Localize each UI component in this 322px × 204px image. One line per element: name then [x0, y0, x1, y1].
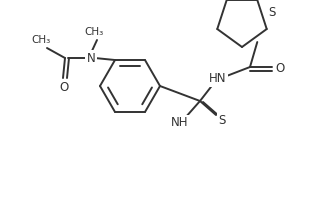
- Text: S: S: [218, 114, 226, 128]
- Text: HN: HN: [209, 72, 227, 85]
- Text: CH₃: CH₃: [84, 27, 104, 37]
- Text: O: O: [59, 81, 69, 93]
- Text: CH₃: CH₃: [31, 35, 51, 45]
- Text: O: O: [275, 62, 285, 75]
- Text: NH: NH: [171, 116, 189, 130]
- Text: S: S: [268, 7, 275, 19]
- Text: N: N: [87, 52, 95, 64]
